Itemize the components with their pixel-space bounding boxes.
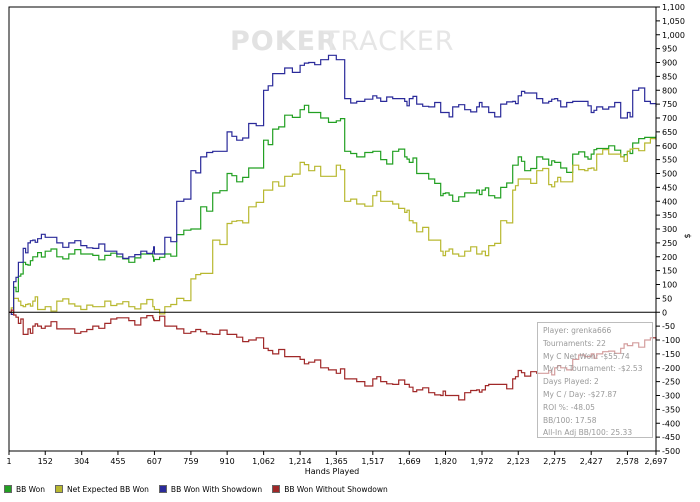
legend-label: BB Won Without Showdown (284, 484, 388, 494)
x-tick-label: 455 (110, 457, 125, 466)
stat-line: ROI %: -48.05 (543, 402, 595, 412)
legend-swatch (4, 485, 12, 493)
y-tick-label: 600 (662, 142, 677, 151)
x-tick-label: 304 (74, 457, 89, 466)
y-tick-label: 250 (662, 239, 677, 248)
stat-line: My C / Tournament: -$2.53 (543, 364, 643, 374)
y-tick-label: -250 (662, 378, 680, 387)
x-tick-label: 759 (183, 457, 198, 466)
y-tick-label: -300 (662, 392, 680, 401)
watermark-logo: POKER TRACKER (230, 26, 455, 57)
y-tick-label: -400 (662, 419, 680, 428)
y-tick-label: 1,050 (662, 17, 685, 26)
legend-label: BB Won With Showdown (170, 484, 263, 494)
legend-item: BB Won With Showdown (158, 482, 263, 496)
stat-line: Days Played: 2 (543, 377, 599, 387)
series-line-bb-won-with-showdown (9, 54, 657, 315)
stat-line: My C / Day: -$27.87 (543, 389, 617, 399)
x-tick-label: 1 (6, 457, 11, 466)
x-tick-label: 2,123 (507, 457, 530, 466)
y-tick-label: -200 (662, 364, 680, 373)
x-tick-label: 607 (147, 457, 162, 466)
x-tick-label: 1,820 (434, 457, 457, 466)
player-stats-box: Player: grenka666 Tournaments: 22 My C Net… (537, 322, 653, 438)
y-tick-label: 100 (662, 281, 677, 290)
x-tick-label: 2,697 (645, 457, 668, 466)
legend-item: BB Won (4, 482, 45, 496)
y-tick-label: 1,000 (662, 31, 685, 40)
y-tick-label: -50 (662, 322, 675, 331)
y-tick-label: -100 (662, 336, 680, 345)
stat-line: Tournaments: 22 (543, 338, 606, 348)
x-tick-label: 1,062 (252, 457, 275, 466)
series-line-bb-won (9, 104, 657, 313)
x-axis-title: Hands Played (305, 467, 359, 476)
legend-swatch (272, 485, 281, 493)
y-tick-label: -450 (662, 433, 680, 442)
legend-swatch (158, 485, 167, 493)
stat-line: Player: grenka666 (543, 326, 612, 335)
y-tick-label: -350 (662, 405, 680, 414)
legend-item: Net Expected BB Won (55, 482, 149, 496)
x-tick-label: 2,427 (580, 457, 603, 466)
y-tick-label: -150 (662, 350, 680, 359)
y-tick-label: 500 (662, 170, 677, 179)
legend-item: BB Won Without Showdown (272, 482, 388, 496)
x-tick-label: 152 (38, 457, 53, 466)
x-tick-label: 910 (220, 457, 235, 466)
stat-line: All-In Adj BB/100: 25.33 (543, 428, 633, 438)
x-tick-label: 2,578 (616, 457, 639, 466)
legend-label: Net Expected BB Won (67, 484, 149, 494)
y-tick-label: 850 (662, 72, 677, 81)
x-tick-label: 1,669 (398, 457, 421, 466)
y-tick-label: -500 (662, 447, 680, 456)
legend-swatch (55, 485, 63, 493)
stat-line: My C Net Won: -$55.74 (543, 351, 630, 361)
y-tick-label: 200 (662, 253, 677, 262)
y-tick-label: 750 (662, 100, 677, 109)
watermark-text-thin: TRACKER (322, 26, 455, 57)
y-tick-label: 650 (662, 128, 677, 137)
y-tick-label: 300 (662, 225, 677, 234)
x-tick-label: 1,365 (325, 457, 348, 466)
stat-line: BB/100: 17.58 (543, 415, 597, 425)
y-tick-label: 50 (662, 294, 672, 303)
y-tick-label: 450 (662, 183, 677, 192)
series-line-net-expected-bb-won (9, 138, 657, 315)
y-tick-label: 900 (662, 59, 677, 68)
legend: BB Won Net Expected BB Won BB Won With Sho… (4, 482, 398, 496)
x-tick-label: 1,972 (471, 457, 494, 466)
x-tick-label: 1,517 (361, 457, 384, 466)
y-tick-label: 350 (662, 211, 677, 220)
y-tick-label: 150 (662, 267, 677, 276)
y-tick-label: 0 (662, 308, 667, 317)
y-tick-label: 700 (662, 114, 677, 123)
y-tick-label: 550 (662, 156, 677, 165)
x-tick-label: 1,214 (289, 457, 312, 466)
watermark-text-bold: POKER (230, 26, 338, 57)
y-axis-title: $ (683, 233, 692, 238)
y-tick-label: 950 (662, 45, 677, 54)
axes-layer: 1,100 1,050 1,000 950 900 850 800 750 700 650 600 5… (6, 3, 692, 476)
legend-label: BB Won (16, 484, 45, 494)
y-tick-label: 400 (662, 197, 677, 206)
x-tick-label: 2,275 (543, 457, 566, 466)
y-tick-label: 1,100 (662, 3, 685, 12)
y-tick-label: 800 (662, 86, 677, 95)
